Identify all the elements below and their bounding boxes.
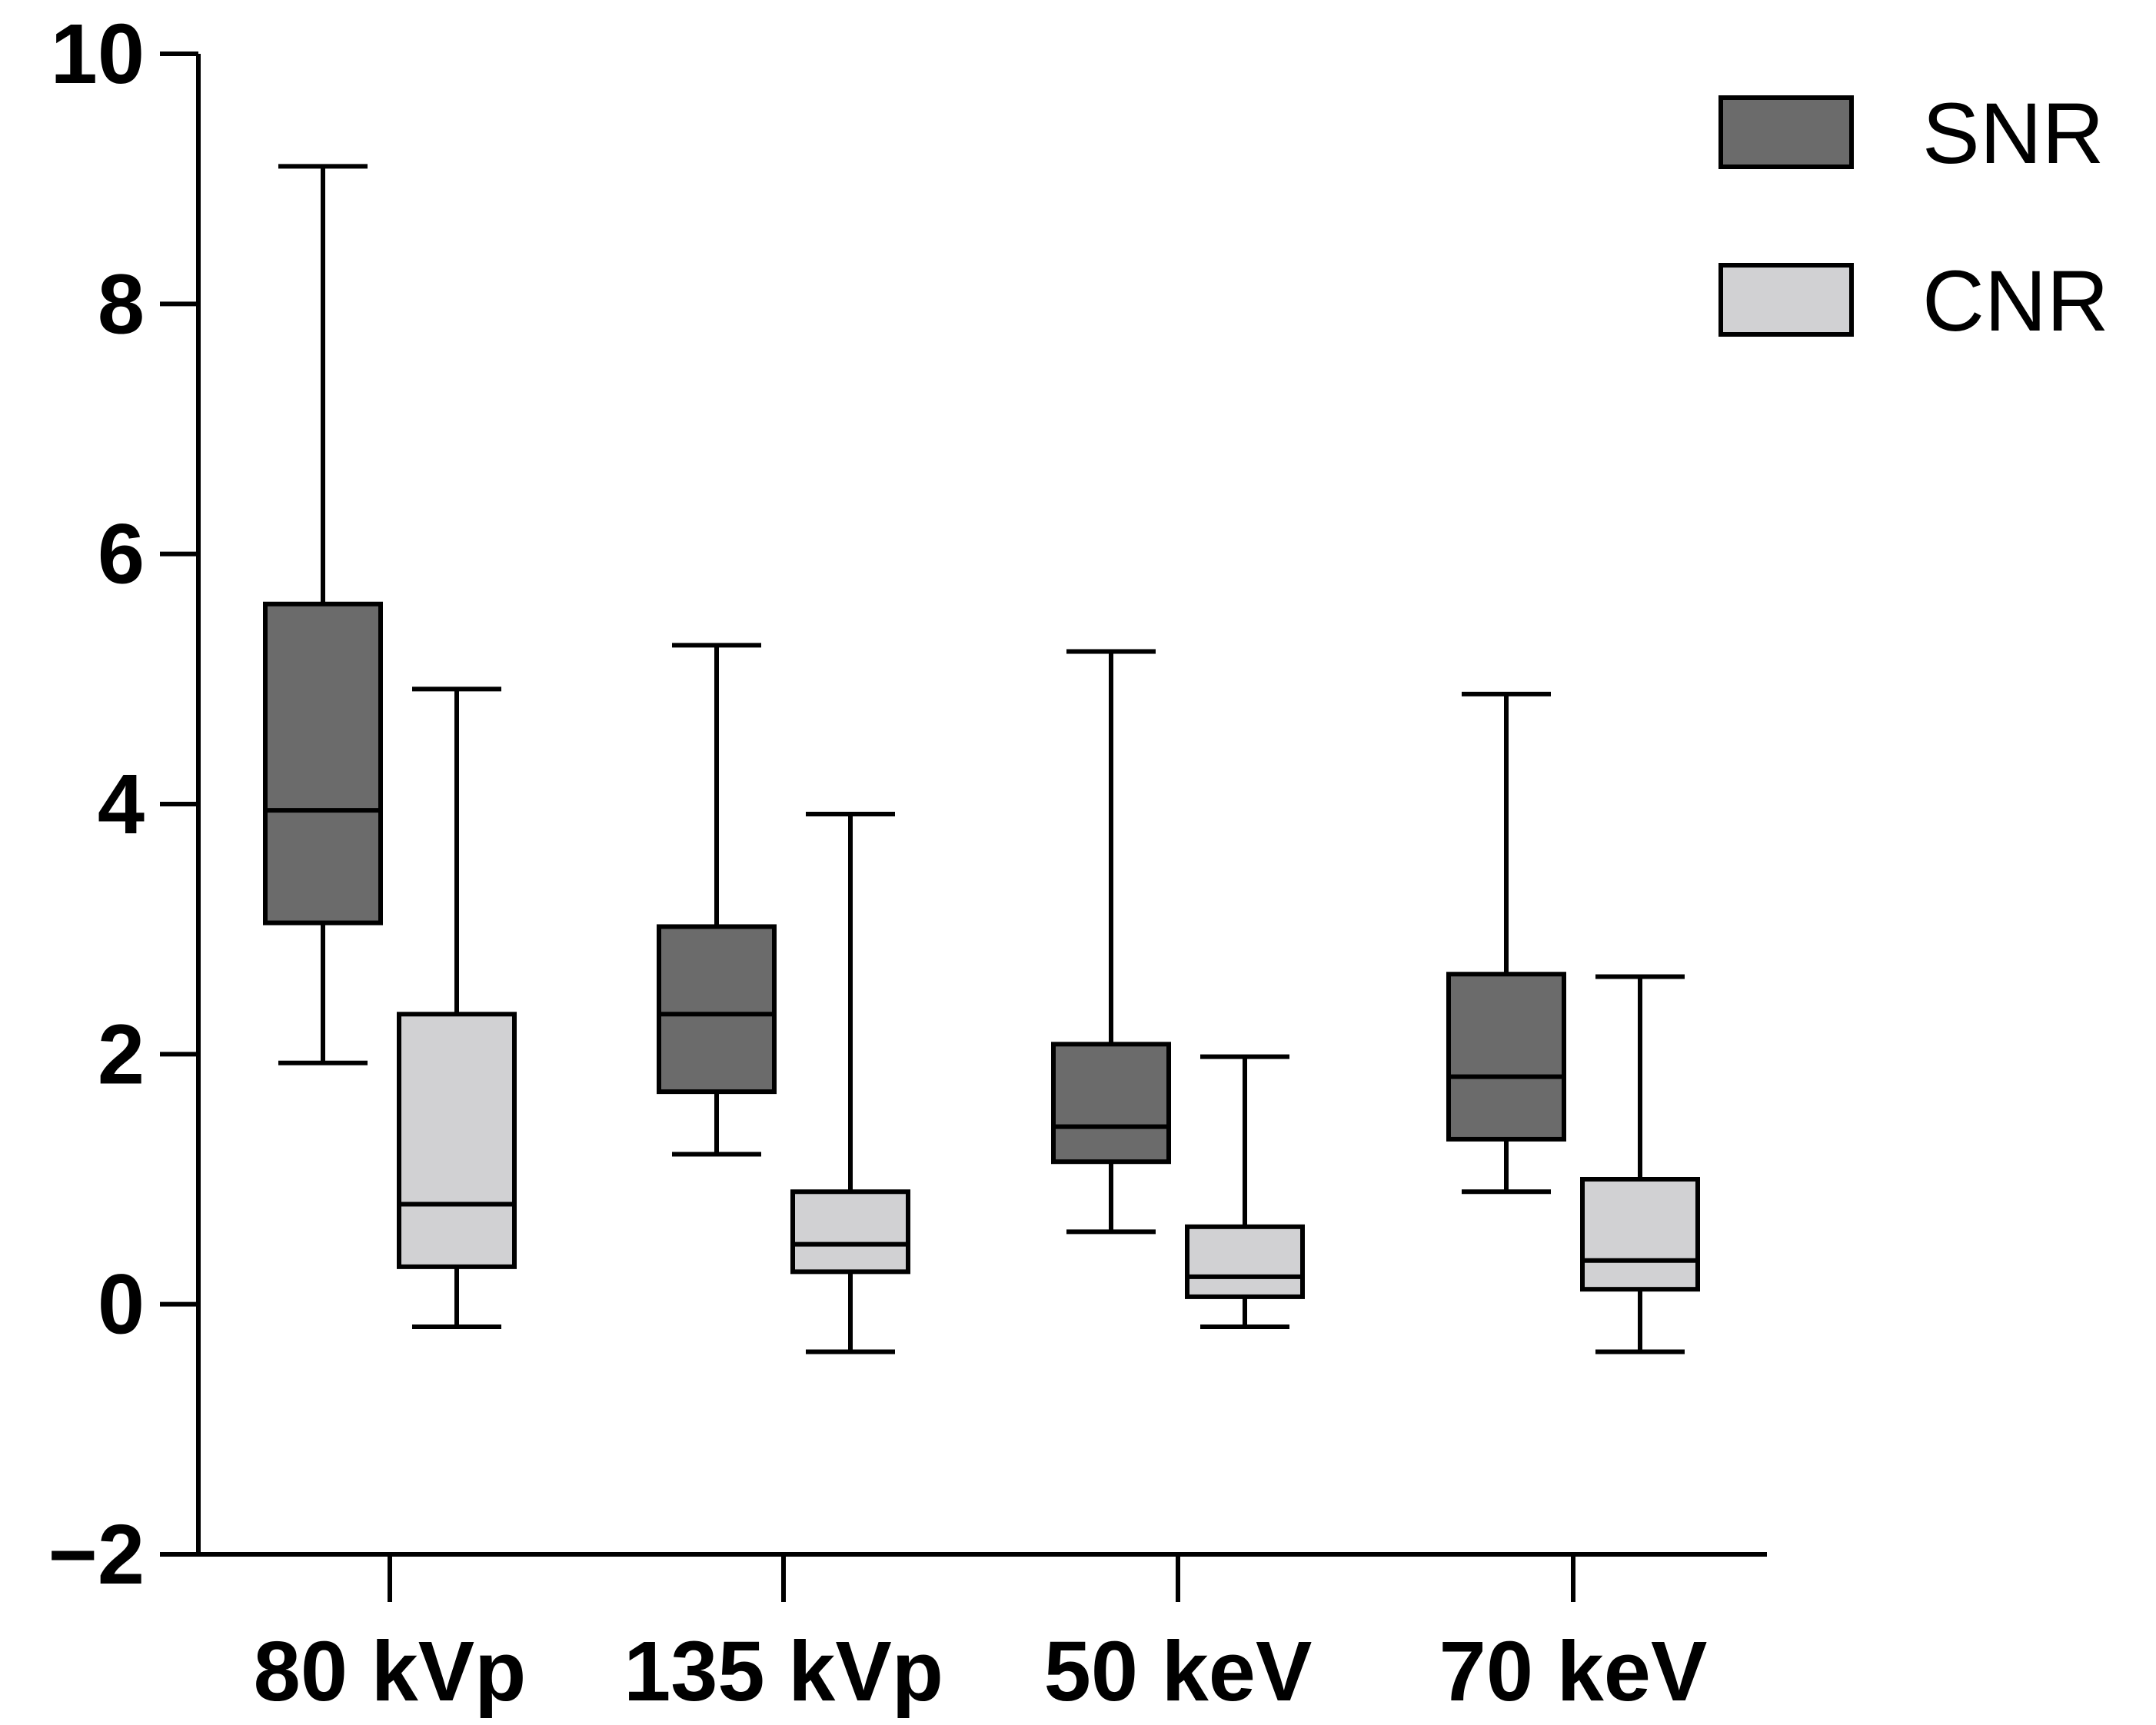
x-tick-label: 50 keV xyxy=(1044,1624,1313,1719)
x-tick-label: 135 kVp xyxy=(624,1624,943,1719)
x-axis-ticks: 80 kVp 135 kVp 50 keV 70 keV xyxy=(254,1554,1708,1719)
iqr-box xyxy=(397,1012,517,1269)
cnr-legend-swatch xyxy=(1718,263,1854,337)
iqr-box xyxy=(1051,1042,1171,1165)
snr-box-50-kev xyxy=(1051,649,1171,1235)
snr-legend-swatch xyxy=(1718,95,1854,169)
iqr-box xyxy=(657,924,777,1095)
snr-box-135-kvp xyxy=(657,643,777,1157)
cnr-legend-label: CNR xyxy=(1922,253,2109,349)
iqr-box xyxy=(263,601,383,926)
y-axis-ticks: −2 0 2 4 6 8 10 xyxy=(48,7,198,1602)
iqr-box xyxy=(790,1189,910,1275)
box-series xyxy=(263,164,1700,1354)
iqr-box xyxy=(1580,1177,1700,1292)
y-tick-label: −2 xyxy=(48,1507,145,1602)
legend: SNR CNR xyxy=(1718,85,2109,349)
y-tick-label: 0 xyxy=(98,1258,145,1352)
y-tick-label: 2 xyxy=(98,1007,145,1102)
iqr-box xyxy=(1446,972,1566,1142)
cnr-box-70-kev xyxy=(1580,974,1700,1354)
y-tick-label: 6 xyxy=(98,507,145,602)
y-tick-label: 10 xyxy=(51,7,145,101)
iqr-box xyxy=(1185,1224,1305,1299)
snr-box-70-kev xyxy=(1446,691,1566,1195)
cnr-box-80-kvp xyxy=(397,686,517,1329)
y-tick-label: 4 xyxy=(98,757,145,852)
cnr-box-50-kev xyxy=(1185,1054,1305,1329)
x-tick-label: 70 keV xyxy=(1439,1624,1708,1719)
y-tick-label: 8 xyxy=(98,257,145,351)
cnr-box-135-kvp xyxy=(790,812,910,1354)
snr-legend-label: SNR xyxy=(1922,85,2104,181)
snr-box-80-kvp xyxy=(263,164,383,1065)
x-tick-label: 80 kVp xyxy=(254,1624,527,1719)
